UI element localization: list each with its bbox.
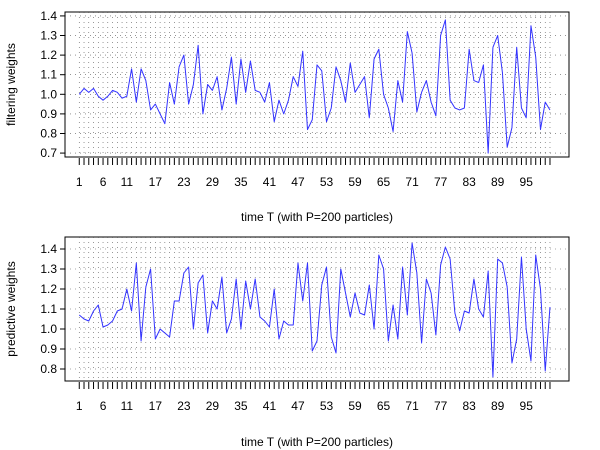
- x-tick-label: 6: [100, 175, 107, 189]
- x-tick-label: 53: [320, 399, 334, 413]
- x-tick-label: 17: [149, 175, 163, 189]
- x-tick-label: 41: [263, 175, 277, 189]
- x-tick-label: 83: [462, 399, 476, 413]
- x-tick-label: 29: [206, 399, 220, 413]
- y-tick-label: 0.9: [40, 342, 57, 356]
- x-tick-label: 11: [121, 175, 134, 189]
- x-tick-label: 47: [291, 399, 305, 413]
- x-tick-label: 95: [520, 175, 534, 189]
- x-tick-label: 11: [121, 399, 134, 413]
- y-tick-label: 0.8: [40, 362, 57, 376]
- x-tick-label: 47: [291, 175, 305, 189]
- x-tick-label: 41: [263, 399, 277, 413]
- y-tick-label: 0.8: [40, 126, 57, 140]
- x-tick-label: 95: [520, 399, 534, 413]
- y-tick-label: 1.0: [40, 322, 57, 336]
- x-tick-label: 29: [206, 175, 220, 189]
- y-tick-label: 1.2: [40, 282, 57, 296]
- y-axis-title: filtering weights: [4, 43, 18, 126]
- y-tick-label: 1.1: [40, 68, 57, 82]
- x-tick-label: 23: [177, 175, 191, 189]
- filtering-weights-panel: 1 6 11 17 23 29 35 41 47 53 59 65 71 77 83 89 95 0.7 0.8 0.…: [4, 9, 570, 224]
- y-tick-label: 1.4: [40, 9, 57, 23]
- y-tick-label: 1.2: [40, 48, 57, 62]
- x-tick-label: 35: [234, 175, 248, 189]
- y-tick-label: 1.3: [40, 262, 57, 276]
- plot-frame: [64, 11, 570, 158]
- x-tick-label: 65: [377, 399, 391, 413]
- y-tick-label: 0.9: [40, 107, 57, 121]
- y-tick-label: 1.4: [40, 242, 57, 256]
- x-tick-label: 1: [76, 399, 83, 413]
- y-tick-label: 1.0: [40, 87, 57, 101]
- x-tick-label: 65: [377, 175, 391, 189]
- x-tick-label: 23: [177, 399, 191, 413]
- x-tick-label: 71: [405, 175, 419, 189]
- x-tick-label: 53: [320, 175, 334, 189]
- x-tick-label: 1: [76, 175, 83, 189]
- y-axis-title: predictive weights: [4, 261, 18, 356]
- x-tick-label: 35: [234, 399, 248, 413]
- y-tick-label: 1.1: [40, 302, 57, 316]
- x-tick-label: 89: [491, 399, 505, 413]
- x-tick-label: 71: [405, 399, 419, 413]
- weights-series-line: [78, 242, 551, 378]
- x-tick-label: 59: [348, 175, 362, 189]
- weights-series-line: [78, 19, 551, 154]
- x-tick-label: 6: [100, 399, 107, 413]
- x-axis-title: time T (with P=200 particles): [241, 210, 393, 224]
- predictive-weights-panel: 1 6 11 17 23 29 35 41 47 53 59 65 71 77 83 89 95 0.8 0.9 1.…: [4, 236, 570, 449]
- x-axis-title: time T (with P=200 particles): [241, 435, 393, 449]
- y-tick-label: 0.7: [40, 146, 57, 160]
- x-tick-label: 77: [434, 175, 448, 189]
- x-tick-label: 17: [149, 399, 163, 413]
- x-tick-label: 83: [462, 175, 476, 189]
- y-tick-label: 1.3: [40, 29, 57, 43]
- x-tick-label: 89: [491, 175, 505, 189]
- x-tick-label: 59: [348, 399, 362, 413]
- x-tick-label: 77: [434, 399, 448, 413]
